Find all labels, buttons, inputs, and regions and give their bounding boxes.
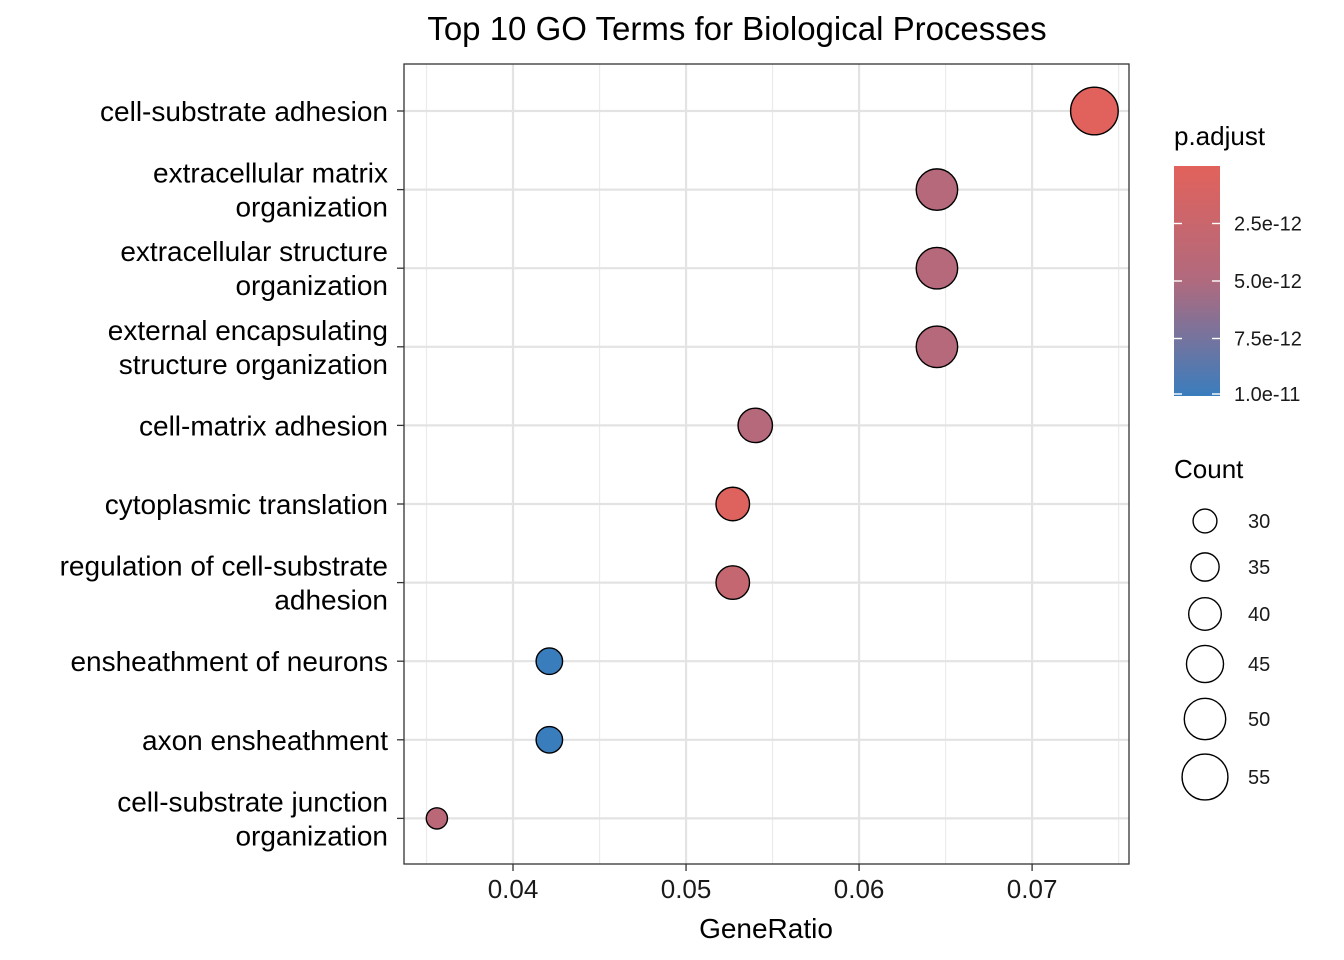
y-tick-label-6-0: regulation of cell-substrate — [60, 551, 388, 582]
size-legend-label-2: 40 — [1248, 604, 1270, 626]
point-9 — [425, 807, 449, 830]
y-tick-label-2-1: organization — [235, 270, 388, 301]
y-tick-label-9-1: organization — [235, 820, 388, 851]
color-legend-label-0: 2.5e-12 — [1234, 214, 1302, 236]
grid — [404, 64, 1129, 864]
y-tick-label-3-1: structure organization — [119, 349, 388, 380]
y-tick-label-7-0: ensheathment of neurons — [70, 646, 388, 677]
y-tick-label-2-0: extracellular structure — [120, 236, 388, 267]
size-legend-label-5: 55 — [1248, 767, 1270, 789]
point-7 — [535, 647, 564, 676]
points — [425, 86, 1119, 830]
point-1 — [915, 168, 959, 212]
y-tick-label-8-0: axon ensheathment — [142, 725, 388, 756]
color-legend-label-1: 5.0e-12 — [1234, 271, 1302, 293]
size-legend-key-5 — [1181, 753, 1229, 801]
x-tick-label-0: 0.04 — [488, 874, 539, 904]
y-tick-label-4-0: cell-matrix adhesion — [139, 410, 388, 441]
y-axis-labels: cell-substrate adhesion extracellular mat… — [60, 96, 404, 851]
color-legend-label-3: 1.0e-11 — [1234, 384, 1300, 406]
size-legend-key-0 — [1192, 508, 1218, 534]
chart-title: Top 10 GO Terms for Biological Processes — [427, 10, 1046, 47]
size-legend-key-4 — [1183, 697, 1227, 741]
point-5 — [715, 486, 751, 522]
x-tick-label-3: 0.07 — [1007, 874, 1058, 904]
point-8 — [535, 725, 564, 754]
size-legend-key-2 — [1187, 596, 1223, 632]
color-legend-label-2: 7.5e-12 — [1234, 329, 1302, 351]
plot-panel-border — [403, 63, 1130, 865]
size-legend-title: Count — [1174, 454, 1244, 484]
y-tick-label-0-0: cell-substrate adhesion — [100, 96, 388, 127]
point-3 — [915, 325, 959, 369]
y-tick-label-6-1: adhesion — [274, 585, 388, 616]
point-6 — [715, 565, 751, 601]
y-tick-label-1-1: organization — [235, 192, 388, 223]
size-legend: Count 30 35 40 45 50 55 — [1174, 454, 1270, 801]
size-legend-label-4: 50 — [1248, 709, 1270, 731]
color-legend-title: p.adjust — [1174, 121, 1266, 151]
y-tick-label-3-0: external encapsulating — [108, 315, 388, 346]
size-legend-label-0: 30 — [1248, 511, 1270, 533]
y-tick-label-1-0: extracellular matrix — [153, 158, 388, 189]
x-axis-label: GeneRatio — [699, 913, 833, 944]
x-tick-label-2: 0.06 — [834, 874, 885, 904]
size-legend-key-3 — [1185, 644, 1225, 684]
point-4 — [737, 407, 774, 444]
size-legend-label-3: 45 — [1248, 654, 1270, 676]
y-tick-label-5-0: cytoplasmic translation — [105, 489, 388, 520]
x-tick-label-1: 0.05 — [661, 874, 712, 904]
point-0 — [1069, 86, 1119, 136]
point-2 — [915, 246, 959, 290]
y-tick-label-9-0: cell-substrate junction — [117, 786, 388, 817]
color-legend: p.adjust 2.5e-12 5.0e-12 7.5e-12 1.0e-11 — [1174, 121, 1302, 406]
size-legend-key-1 — [1190, 552, 1220, 582]
x-axis-ticks: 0.04 0.05 0.06 0.07 — [488, 864, 1058, 904]
size-legend-label-1: 35 — [1248, 557, 1270, 579]
